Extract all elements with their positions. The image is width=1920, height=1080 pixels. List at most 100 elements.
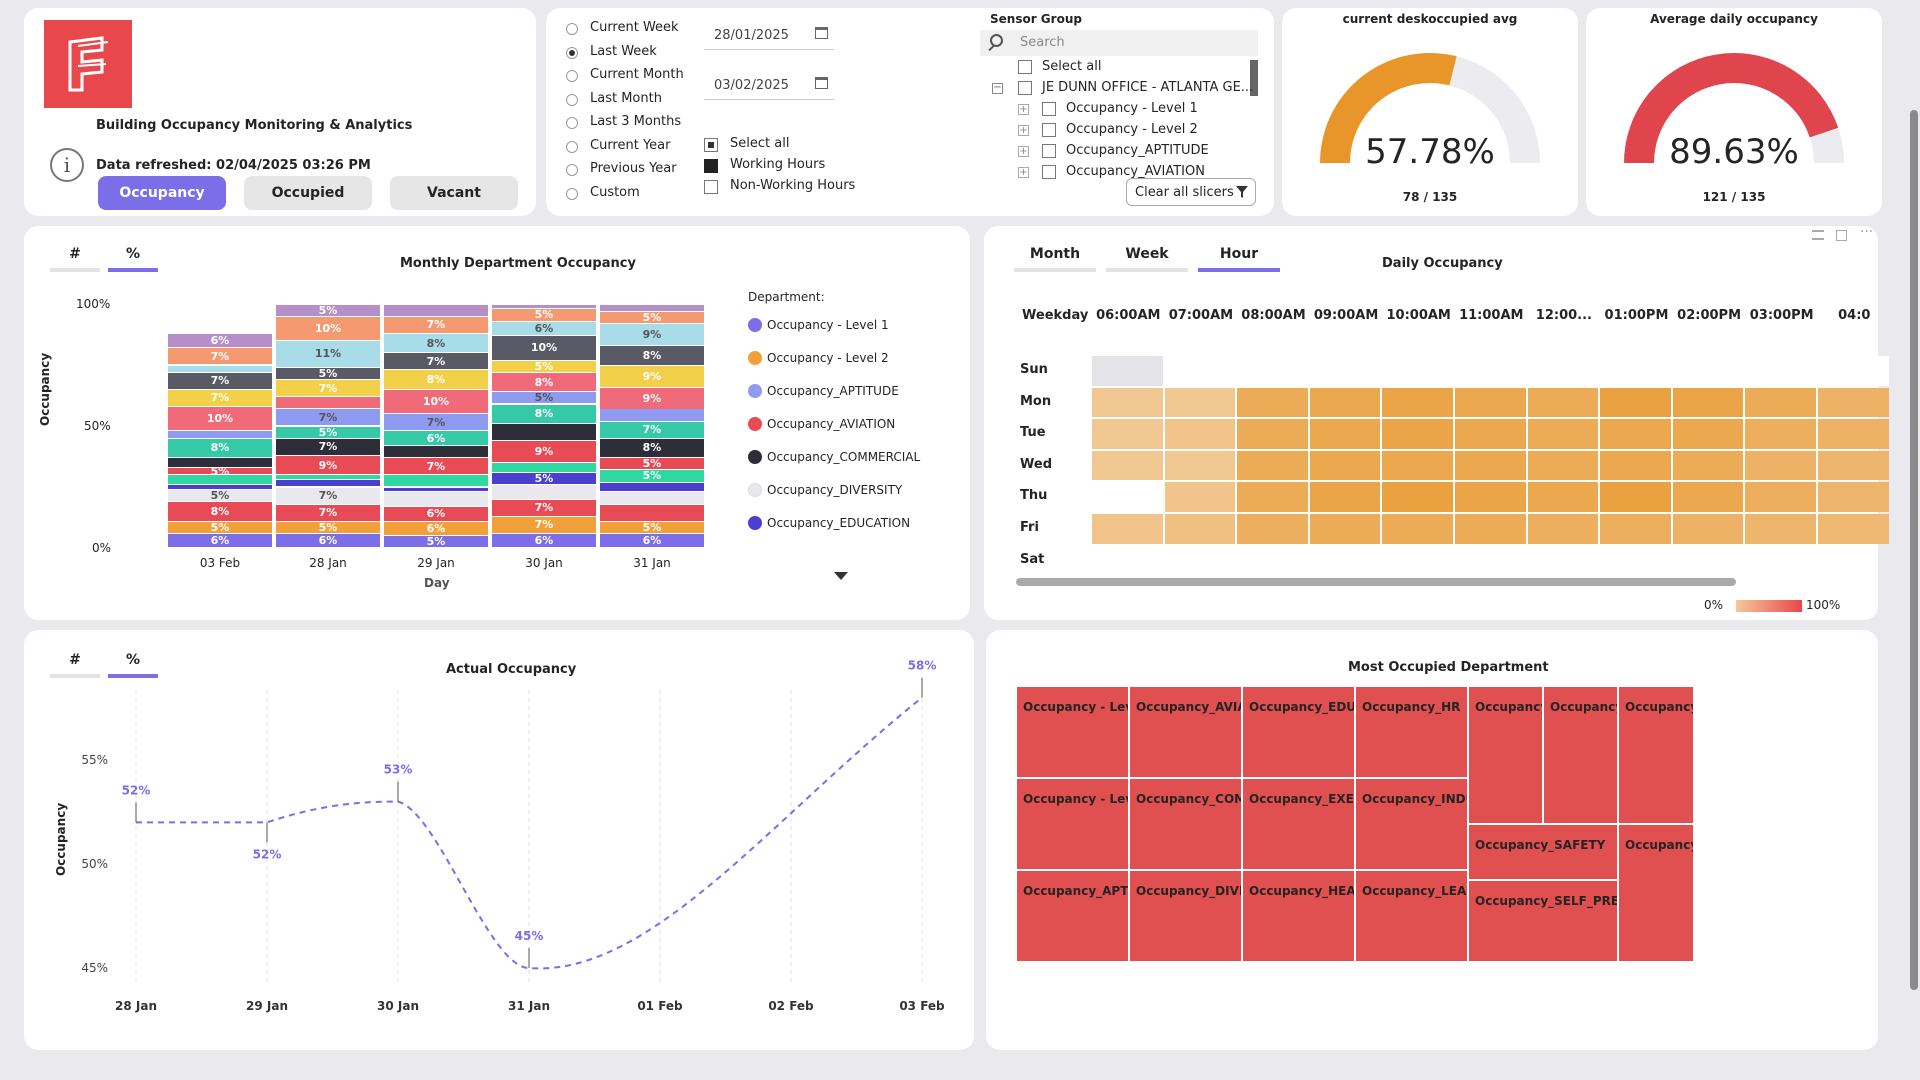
period-radio-1[interactable]	[566, 46, 578, 59]
treemap-tile[interactable]: Occupancy_EDUC...	[1242, 686, 1355, 778]
heatmap-cell[interactable]	[1382, 514, 1453, 544]
heatmap-cell[interactable]	[1455, 450, 1526, 481]
heatmap-cell[interactable]	[1092, 387, 1163, 418]
heatmap-cell[interactable]	[1382, 482, 1453, 512]
heatmap-cell[interactable]	[1237, 482, 1308, 512]
heatmap-cell[interactable]	[1237, 419, 1308, 449]
treemap-tile[interactable]: Occupancy_SAFETY	[1468, 824, 1618, 880]
heatmap-cell[interactable]	[1237, 356, 1308, 386]
heatmap-cell[interactable]	[1309, 387, 1381, 418]
treemap-tile[interactable]: Occupancy_HEALT...	[1242, 870, 1355, 962]
treemap-tile[interactable]: Occupancy...	[1468, 686, 1543, 824]
heatmap-cell[interactable]	[1382, 419, 1453, 449]
heatmap-cell[interactable]	[1818, 419, 1889, 449]
occupied-button[interactable]: Occupied	[244, 176, 372, 210]
filter-icon[interactable]	[1812, 230, 1824, 240]
hours-select-all-checkbox[interactable]	[704, 138, 718, 152]
treemap-tile[interactable]: Occupancy - Level...	[1016, 686, 1129, 778]
sensor-item-checkbox[interactable]	[1042, 102, 1056, 116]
heatmap-cell[interactable]	[1092, 419, 1163, 449]
end-date-input[interactable]: 03/02/2025	[704, 70, 834, 100]
collapse-icon[interactable]: −	[992, 82, 1003, 94]
heatmap-cell[interactable]	[1455, 482, 1526, 512]
treemap-tile[interactable]: Occupancy...	[1618, 824, 1694, 962]
heatmap-cell[interactable]	[1455, 514, 1526, 544]
start-date-input[interactable]: 28/01/2025	[704, 20, 834, 50]
heatmap-cell[interactable]	[1527, 387, 1599, 418]
heatmap-cell[interactable]	[1237, 387, 1308, 418]
more-options-icon[interactable]: ···	[1860, 224, 1874, 240]
calendar-icon[interactable]	[815, 27, 828, 39]
treemap-tile[interactable]: Occupancy_EXECU...	[1242, 778, 1355, 870]
heatmap-cell[interactable]	[1455, 419, 1526, 449]
expand-icon[interactable]: +	[1018, 146, 1029, 157]
treemap-tile[interactable]: Occupancy_LEAN	[1355, 870, 1468, 962]
heatmap-cell[interactable]	[1309, 450, 1381, 481]
occupancy-button[interactable]: Occupancy	[98, 176, 226, 210]
heatmap-cell[interactable]	[1600, 387, 1671, 418]
heatmap-cell[interactable]	[1672, 482, 1744, 512]
heatmap-cell[interactable]	[1672, 450, 1744, 481]
expand-icon[interactable]: +	[1018, 104, 1029, 115]
tab-week[interactable]: Week	[1125, 246, 1169, 262]
heatmap-cell[interactable]	[1309, 419, 1381, 449]
heatmap-cell[interactable]	[1818, 482, 1889, 512]
heatmap-cell[interactable]	[1527, 450, 1599, 481]
sensor-item-checkbox[interactable]	[1042, 165, 1056, 179]
heatmap-cell[interactable]	[1164, 419, 1236, 449]
period-radio-2[interactable]	[566, 70, 578, 82]
heatmap-cell[interactable]	[1527, 482, 1599, 512]
heatmap-cell[interactable]	[1672, 356, 1744, 386]
heatmap-cell[interactable]	[1745, 514, 1816, 544]
heatmap-cell[interactable]	[1818, 514, 1889, 544]
heatmap-cell[interactable]	[1164, 514, 1236, 544]
heatmap-cell[interactable]	[1745, 450, 1816, 481]
sensor-scrollbar[interactable]	[1250, 60, 1258, 96]
heatmap-cell[interactable]	[1818, 450, 1889, 481]
treemap-tile[interactable]: Occupancy_DIVER...	[1129, 870, 1242, 962]
heatmap-cell[interactable]	[1309, 356, 1381, 386]
heatmap-cell[interactable]	[1455, 387, 1526, 418]
heatmap-cell[interactable]	[1672, 387, 1744, 418]
period-radio-6[interactable]	[566, 164, 578, 176]
expand-icon[interactable]: +	[1018, 125, 1029, 136]
heatmap-cell[interactable]	[1382, 387, 1453, 418]
heatmap-cell[interactable]	[1672, 514, 1744, 544]
heatmap-cell[interactable]	[1309, 514, 1381, 544]
info-icon[interactable]: i	[50, 148, 84, 182]
heatmap-cell[interactable]	[1745, 387, 1816, 418]
sensor-item-checkbox[interactable]	[1042, 144, 1056, 158]
expand-icon[interactable]	[1836, 230, 1847, 241]
calendar-icon[interactable]	[815, 77, 828, 89]
sensor-select-all-checkbox[interactable]	[1018, 60, 1032, 74]
heatmap-cell[interactable]	[1092, 356, 1163, 386]
heatmap-cell[interactable]	[1600, 450, 1671, 481]
heatmap-cell[interactable]	[1164, 387, 1236, 418]
heatmap-cell[interactable]	[1527, 356, 1599, 386]
expand-icon[interactable]: +	[1018, 167, 1029, 178]
heatmap-cell[interactable]	[1745, 356, 1816, 386]
heatmap-cell[interactable]	[1382, 450, 1453, 481]
heatmap-cell[interactable]	[1382, 356, 1453, 386]
period-radio-4[interactable]	[566, 117, 578, 129]
heatmap-cell[interactable]	[1818, 356, 1889, 386]
treemap-tile[interactable]: Occupancy_COMM...	[1129, 778, 1242, 870]
heatmap-cell[interactable]	[1600, 356, 1671, 386]
period-radio-5[interactable]	[566, 140, 578, 153]
heatmap-cell[interactable]	[1237, 514, 1308, 544]
sensor-item-checkbox[interactable]	[1042, 123, 1056, 137]
heatmap-cell[interactable]	[1237, 450, 1308, 481]
treemap-tile[interactable]: Occupancy_APTIT...	[1016, 870, 1129, 962]
period-radio-3[interactable]	[566, 93, 578, 106]
heatmap-cell[interactable]	[1600, 419, 1671, 449]
heatmap-scrollbar[interactable]	[1016, 578, 1736, 586]
treemap-tile[interactable]: Occupancy_AVIATI...	[1129, 686, 1242, 778]
working-hours-checkbox[interactable]	[704, 159, 718, 173]
heatmap-cell[interactable]	[1164, 450, 1236, 481]
treemap-tile[interactable]: Occupancy...	[1543, 686, 1618, 824]
period-radio-7[interactable]	[566, 187, 578, 200]
heatmap-cell[interactable]	[1527, 419, 1599, 449]
treemap-tile[interactable]: Occupancy...	[1618, 686, 1694, 824]
heatmap-cell[interactable]	[1818, 387, 1889, 418]
treemap-tile[interactable]: Occupancy_SELF_PREFO...	[1468, 880, 1618, 962]
